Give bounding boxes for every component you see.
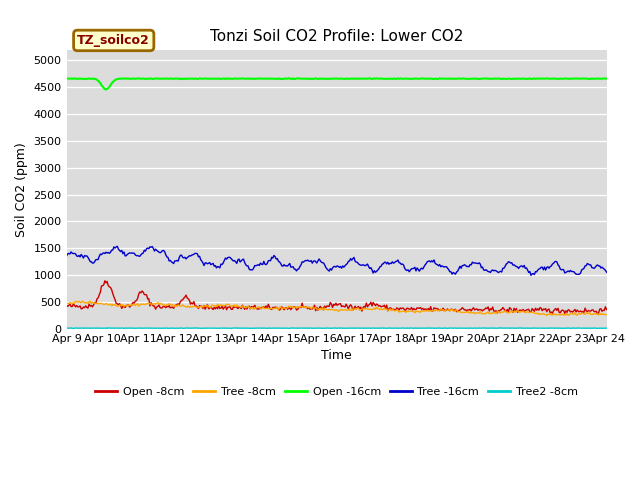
Open -8cm — [366, 301, 374, 307]
Tree -8cm — [366, 307, 374, 312]
Open -8cm — [232, 304, 239, 310]
Open -16cm — [63, 76, 70, 82]
Open -8cm — [292, 304, 300, 310]
Open -16cm — [371, 75, 378, 81]
Tree -8cm — [556, 312, 563, 318]
Tree -16cm — [527, 273, 535, 278]
Tree -16cm — [366, 265, 374, 271]
Open -8cm — [392, 307, 399, 312]
Open -16cm — [232, 76, 239, 82]
Text: TZ_soilco2: TZ_soilco2 — [77, 34, 150, 47]
Tree2 -8cm — [556, 325, 563, 331]
Tree2 -8cm — [393, 325, 401, 331]
Tree -8cm — [292, 304, 300, 310]
Tree -8cm — [232, 304, 239, 310]
Title: Tonzi Soil CO2 Profile: Lower CO2: Tonzi Soil CO2 Profile: Lower CO2 — [210, 29, 463, 44]
Tree -16cm — [392, 259, 399, 264]
Tree2 -8cm — [180, 325, 188, 331]
Line: Tree -16cm: Tree -16cm — [67, 246, 607, 276]
Y-axis label: Soil CO2 (ppm): Soil CO2 (ppm) — [15, 142, 28, 237]
Open -8cm — [63, 302, 70, 308]
Tree -16cm — [461, 262, 468, 268]
Tree -8cm — [79, 299, 86, 304]
Tree2 -8cm — [63, 325, 70, 331]
Open -8cm — [461, 307, 468, 313]
Open -16cm — [292, 76, 300, 82]
Tree2 -8cm — [233, 325, 241, 331]
Tree -16cm — [603, 269, 611, 275]
Tree2 -8cm — [292, 325, 300, 331]
Line: Open -8cm: Open -8cm — [67, 281, 607, 314]
X-axis label: Time: Time — [321, 349, 352, 362]
Open -8cm — [101, 278, 109, 284]
Tree2 -8cm — [104, 325, 112, 331]
Open -8cm — [603, 307, 611, 312]
Tree -8cm — [461, 310, 468, 315]
Tree2 -8cm — [367, 325, 375, 331]
Open -16cm — [366, 75, 374, 81]
Tree -8cm — [63, 300, 70, 306]
Legend: Open -8cm, Tree -8cm, Open -16cm, Tree -16cm, Tree2 -8cm: Open -8cm, Tree -8cm, Open -16cm, Tree -… — [91, 383, 582, 401]
Open -16cm — [556, 76, 563, 82]
Open -8cm — [554, 305, 562, 311]
Line: Open -16cm: Open -16cm — [67, 78, 607, 89]
Tree -8cm — [392, 308, 399, 313]
Open -8cm — [594, 311, 602, 317]
Tree2 -8cm — [461, 325, 469, 331]
Tree -8cm — [543, 312, 550, 318]
Open -16cm — [102, 86, 110, 92]
Tree -16cm — [556, 263, 563, 269]
Tree2 -8cm — [603, 325, 611, 331]
Tree -16cm — [292, 266, 300, 272]
Open -16cm — [393, 76, 401, 82]
Open -16cm — [603, 76, 611, 82]
Open -16cm — [461, 76, 469, 82]
Tree -16cm — [63, 253, 70, 259]
Tree -8cm — [603, 312, 611, 318]
Tree -16cm — [113, 243, 121, 249]
Line: Tree -8cm: Tree -8cm — [67, 301, 607, 315]
Tree -16cm — [232, 259, 239, 264]
